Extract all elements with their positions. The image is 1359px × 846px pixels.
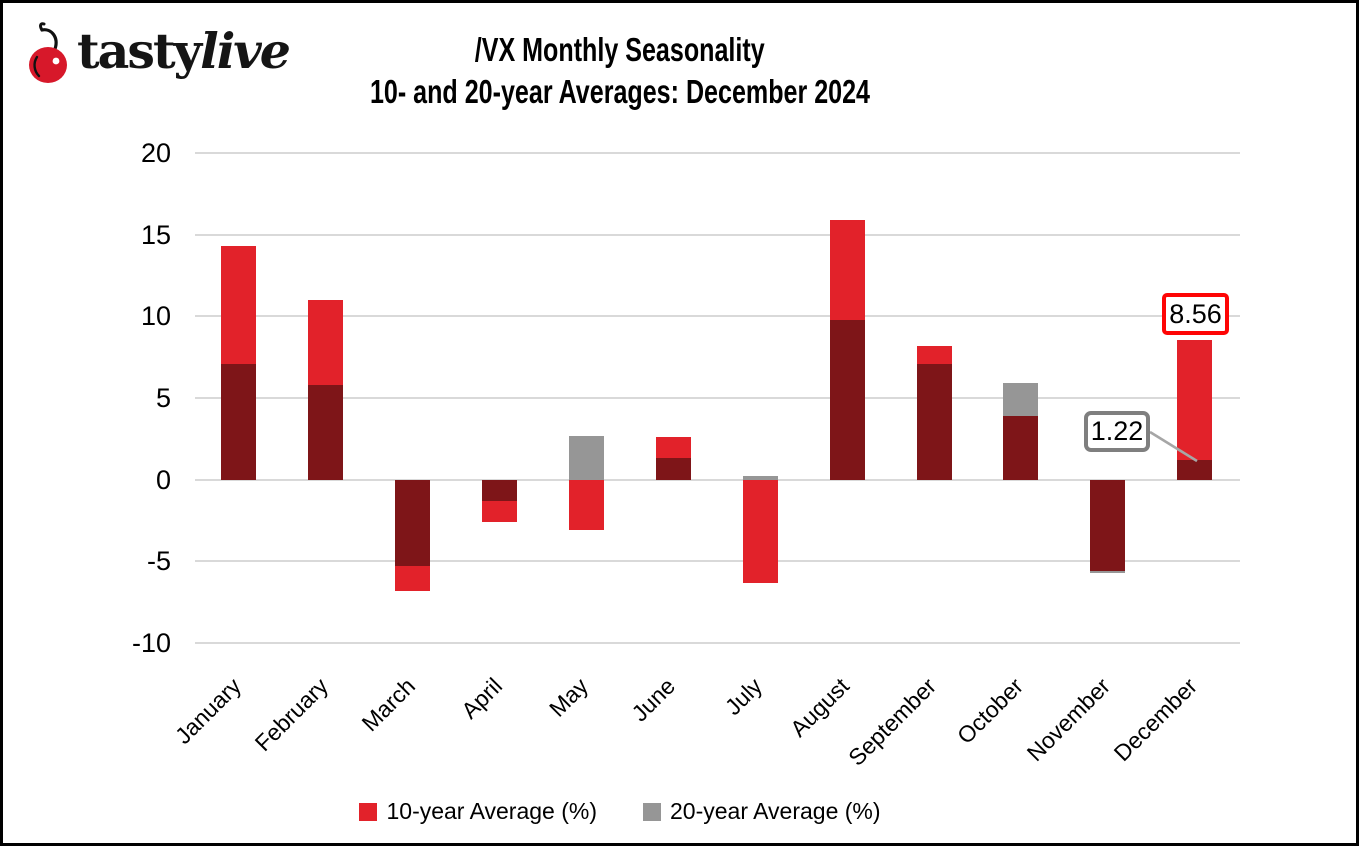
gridline-15 [195, 233, 1240, 236]
bar-october-overlap [1003, 415, 1039, 480]
bar-january-10yr [221, 246, 257, 364]
legend-item-20yr: 20-year Average (%) [643, 798, 881, 825]
brand-tasty: tasty [77, 22, 202, 80]
bar-september-overlap [916, 363, 952, 480]
gridline--5 [195, 560, 1240, 563]
bar-june-10yr [655, 437, 691, 459]
brand-wordmark: tastylive [77, 19, 291, 83]
legend-item-10yr: 10-year Average (%) [359, 798, 597, 825]
bar-april-10yr [482, 500, 517, 523]
gridline-5 [195, 397, 1240, 399]
callout-december-20yr: 1.22 [1084, 411, 1150, 452]
bar-march-10yr [395, 566, 431, 591]
bar-august-10yr [829, 219, 865, 320]
title-line-2: 10- and 20-year Averages: December 2024 [369, 73, 871, 110]
bar-june-overlap [655, 458, 691, 480]
bar-may-10yr [568, 479, 604, 531]
bar-september-10yr [916, 345, 952, 364]
bar-march-overlap [395, 479, 431, 567]
bar-january-overlap [221, 363, 257, 480]
y-axis-label--10: -10 [131, 628, 171, 658]
gridline--10 [195, 642, 1240, 644]
y-axis-label-10: 10 [140, 301, 171, 332]
bar-october-20yr [1003, 383, 1039, 416]
legend-swatch-icon [643, 802, 661, 821]
bar-may-20yr [568, 435, 604, 480]
bar-july-10yr [742, 479, 778, 583]
bar-december-overlap [1177, 459, 1213, 480]
legend-label: 10-year Average (%) [386, 798, 597, 824]
gridline-0 [195, 478, 1240, 481]
bar-november-overlap [1090, 479, 1126, 572]
legend: 10-year Average (%) 20-year Average (%) [3, 798, 1237, 825]
gridline-20 [195, 152, 1240, 154]
cherry-icon [29, 22, 67, 83]
gridline-10 [195, 315, 1240, 318]
bar-december-10yr [1177, 339, 1213, 460]
brand-live: live [200, 22, 291, 80]
y-axis-label-0: 0 [155, 464, 171, 495]
bar-july-20yr [742, 476, 778, 480]
callout-december-10yr: 8.56 [1162, 293, 1229, 335]
bar-april-overlap [482, 479, 517, 501]
y-axis-label--5: -5 [146, 546, 171, 577]
bar-february-10yr [308, 300, 344, 385]
callout-december-20yr-value: 1.22 [1090, 416, 1144, 446]
bar-august-overlap [829, 319, 865, 480]
callout-december-10yr-value: 8.56 [1169, 298, 1222, 329]
legend-swatch-icon [359, 802, 378, 821]
bar-february-overlap [308, 384, 344, 480]
legend-label: 20-year Average (%) [670, 798, 881, 824]
y-axis-label-20: 20 [140, 138, 171, 168]
tastylive-logo: tastylive [25, 19, 291, 85]
callout-leader-line [1149, 430, 1198, 463]
y-axis-label-5: 5 [155, 383, 171, 413]
bar-november-20yr [1090, 571, 1126, 574]
y-axis-label-15: 15 [140, 219, 171, 250]
chart-title: /VX Monthly Seasonality 10- and 20-year … [3, 29, 1237, 113]
title-line-1: /VX Monthly Seasonality [475, 31, 765, 68]
